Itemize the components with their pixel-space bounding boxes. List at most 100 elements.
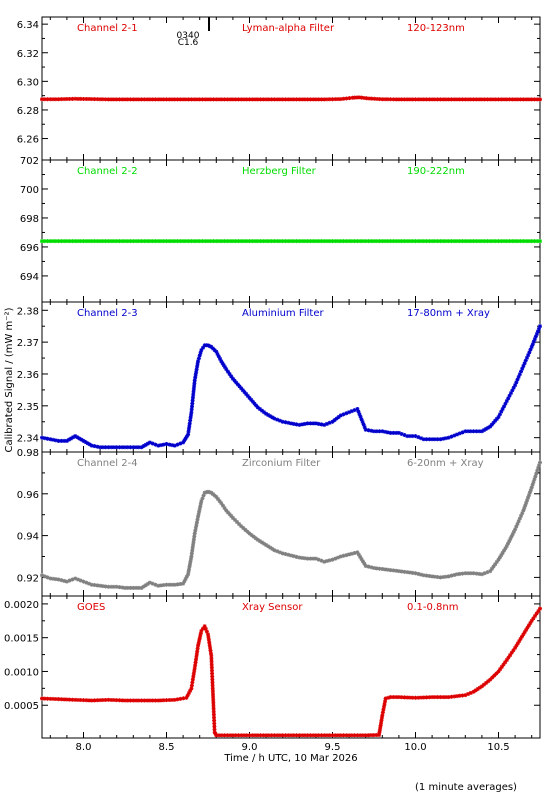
data-point: [235, 382, 240, 387]
y-tick-label: 2.37: [17, 338, 39, 349]
data-point: [364, 96, 369, 101]
data-point: [427, 97, 432, 102]
data-point: [391, 239, 396, 244]
y-tick-label: 6.26: [17, 135, 39, 146]
data-point: [369, 428, 374, 433]
data-point: [300, 239, 305, 244]
data-point: [247, 531, 252, 536]
data-point: [198, 631, 203, 636]
data-point: [219, 733, 224, 738]
data-point: [385, 97, 390, 102]
data-point: [210, 689, 215, 694]
data-point: [362, 95, 367, 100]
data-point: [275, 549, 280, 554]
data-point: [286, 552, 291, 557]
data-point: [241, 97, 246, 102]
data-point: [244, 239, 249, 244]
data-point: [95, 444, 100, 449]
data-point: [521, 364, 526, 369]
data-point: [538, 606, 542, 611]
data-point: [123, 585, 127, 590]
data-point: [399, 695, 404, 700]
data-point: [374, 96, 379, 101]
data-point: [153, 442, 158, 447]
data-point: [438, 239, 443, 244]
data-point: [211, 712, 216, 717]
data-point: [125, 445, 130, 450]
data-point: [170, 697, 175, 702]
data-point: [413, 434, 418, 439]
data-point: [190, 545, 195, 550]
data-point: [232, 378, 237, 383]
data-point: [71, 435, 76, 440]
data-point: [228, 239, 233, 244]
data-point: [189, 554, 194, 559]
data-point: [111, 584, 116, 589]
data-point: [289, 97, 293, 102]
data-point: [207, 643, 212, 648]
data-point: [511, 648, 516, 653]
data-point: [327, 420, 332, 425]
data-point: [336, 97, 341, 102]
data-point: [538, 97, 542, 102]
data-point: [506, 396, 511, 401]
data-point: [195, 649, 200, 654]
data-point: [222, 506, 227, 511]
data-point: [128, 97, 133, 102]
data-point: [128, 698, 133, 703]
data-point: [349, 551, 354, 556]
data-point: [170, 443, 175, 448]
data-point: [496, 414, 501, 419]
data-point: [210, 692, 215, 697]
data-point: [482, 97, 487, 102]
data-point: [438, 575, 443, 580]
data-point: [73, 697, 78, 702]
data-point: [366, 733, 371, 738]
data-point: [510, 239, 515, 244]
data-point: [208, 645, 213, 650]
data-point: [75, 96, 80, 101]
data-point: [275, 417, 280, 422]
data-point: [402, 239, 407, 244]
data-point: [201, 626, 206, 631]
data-point: [172, 697, 177, 702]
data-point: [109, 239, 114, 244]
data-point: [51, 576, 56, 581]
data-point: [369, 239, 374, 244]
data-point: [376, 732, 381, 737]
data-point: [230, 239, 235, 244]
data-point: [211, 695, 216, 700]
data-point: [196, 643, 201, 648]
data-point: [257, 407, 262, 412]
data-point: [123, 698, 127, 703]
data-point: [493, 418, 498, 423]
data-point: [191, 537, 196, 542]
data-point: [443, 239, 448, 244]
data-point: [51, 239, 56, 244]
data-point: [488, 677, 493, 682]
data-point: [449, 573, 454, 578]
data-point: [67, 578, 72, 583]
data-point: [396, 239, 401, 244]
data-point: [147, 239, 152, 244]
data-point: [134, 445, 139, 450]
data-point: [191, 674, 196, 679]
data-point: [117, 585, 122, 590]
data-point: [474, 571, 479, 576]
data-point: [210, 346, 215, 351]
data-point: [208, 97, 213, 102]
data-point: [330, 557, 335, 562]
data-point: [357, 412, 362, 417]
data-point: [59, 97, 64, 102]
x-axis-label: Time / h UTC, 10 Mar 2026: [223, 753, 357, 764]
data-point: [308, 733, 313, 738]
data-point: [324, 421, 329, 426]
data-point: [526, 495, 531, 500]
data-point: [291, 239, 296, 244]
data-point: [394, 430, 399, 435]
data-point: [358, 414, 363, 419]
data-point: [92, 444, 97, 449]
data-point: [313, 556, 318, 561]
data-point: [297, 422, 302, 427]
data-point: [136, 445, 141, 450]
